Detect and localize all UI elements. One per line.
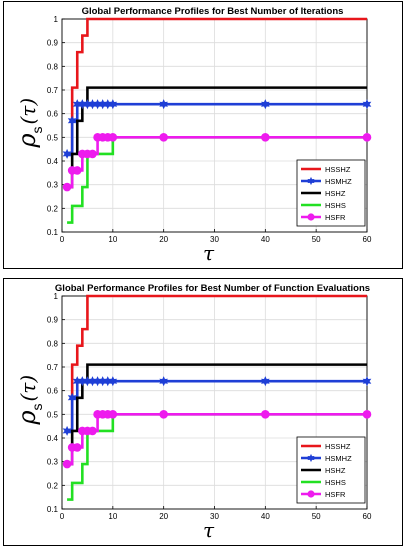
y-axis-label-argument: (τ) [16, 98, 40, 125]
data-point-hsmhz [67, 392, 77, 403]
y-axis-label-subscript: s [29, 127, 45, 134]
y-tick-label: 0.7 [47, 363, 59, 372]
data-point-hsfr [159, 133, 168, 142]
data-point-hsmhz [62, 148, 72, 159]
x-tick-label: 30 [210, 512, 219, 521]
y-axis-label: ρs (τ) [13, 98, 45, 149]
chart-panel-function-evaluations: Global Performance Profiles for Best Num… [3, 278, 403, 546]
legend-label-hshs: HSHS [325, 478, 346, 487]
x-tick-label: 30 [210, 235, 219, 244]
data-point-hsfr [72, 443, 82, 452]
legend-marker-hsfr [307, 490, 315, 498]
data-point-hsmhz [67, 115, 77, 126]
y-axis-label-argument: (τ) [16, 375, 40, 402]
data-point-hsfr [88, 149, 97, 159]
y-tick-label: 0.6 [47, 110, 59, 119]
data-point-hsfr [88, 426, 97, 436]
y-tick-label: 0.3 [47, 458, 59, 467]
legend-label-hshz: HSHZ [325, 466, 346, 475]
x-tick-label: 50 [312, 235, 321, 244]
data-point-hsmhz [362, 376, 372, 387]
x-axis-label: τ [203, 518, 215, 542]
y-tick-label: 0.8 [47, 339, 59, 348]
y-tick-label: 0.3 [47, 181, 59, 190]
x-tick-label: 0 [60, 512, 65, 521]
chart-iterations: Global Performance Profiles for Best Num… [13, 6, 372, 265]
data-point-hsmhz [260, 99, 270, 110]
y-tick-label: 0.1 [47, 505, 59, 514]
y-tick-label: 0.7 [47, 86, 59, 95]
y-tick-label: 0.4 [47, 434, 59, 443]
y-tick-label: 0.4 [47, 157, 59, 166]
data-point-hsmhz [159, 99, 169, 110]
legend-label-hsmhz: HSMHZ [325, 454, 352, 463]
data-point-hsmhz [362, 99, 372, 110]
x-tick-label: 40 [261, 235, 270, 244]
data-point-hsfr [108, 410, 118, 419]
data-point-hsmhz [108, 99, 118, 110]
data-point-hsfr [362, 133, 372, 142]
x-tick-label: 0 [60, 235, 65, 244]
x-tick-label: 60 [363, 235, 372, 244]
legend-marker-hsmhz [307, 176, 315, 186]
y-tick-label: 0.9 [47, 39, 59, 48]
y-tick-label: 0.6 [47, 387, 59, 396]
y-axis-label-symbol: ρ [13, 133, 41, 148]
y-tick-label: 1 [54, 15, 59, 24]
chart-title: Global Performance Profiles for Best Num… [55, 283, 370, 294]
legend-marker-hsfr [307, 213, 315, 221]
data-point-hsmhz [62, 425, 72, 436]
data-point-hsmhz [159, 376, 169, 387]
data-point-hsfr [362, 410, 372, 419]
y-tick-label: 0.2 [47, 204, 59, 213]
legend-label-hshz: HSHZ [325, 189, 346, 198]
data-point-hsfr [62, 182, 72, 192]
x-tick-label: 20 [159, 235, 168, 244]
data-point-hsfr [261, 410, 270, 419]
y-tick-label: 0.1 [47, 228, 59, 237]
legend-label-hsfr: HSFR [325, 490, 346, 499]
y-tick-label: 0.8 [47, 62, 59, 71]
data-point-hsfr [72, 166, 82, 175]
legend-label-hsshz: HSSHZ [325, 442, 351, 451]
x-tick-label: 50 [312, 512, 321, 521]
legend-label-hsshz: HSSHZ [325, 165, 351, 174]
x-tick-label: 10 [108, 512, 117, 521]
y-tick-label: 1 [54, 292, 59, 301]
chart-function-evaluations: Global Performance Profiles for Best Num… [13, 283, 372, 542]
data-point-hsmhz [108, 376, 118, 387]
x-tick-label: 60 [363, 512, 372, 521]
y-axis-label-symbol: ρ [13, 410, 41, 425]
y-tick-label: 0.2 [47, 481, 59, 490]
x-tick-label: 40 [261, 512, 270, 521]
legend-marker-hsmhz [307, 453, 315, 463]
y-tick-label: 0.5 [47, 410, 59, 419]
legend-label-hshs: HSHS [325, 201, 346, 210]
x-tick-label: 10 [108, 235, 117, 244]
y-tick-label: 0.9 [47, 316, 59, 325]
y-axis-label: ρs (τ) [13, 375, 45, 426]
chart-title: Global Performance Profiles for Best Num… [82, 6, 344, 17]
data-point-hsmhz [260, 376, 270, 387]
data-point-hsfr [62, 459, 72, 469]
data-point-hsfr [108, 133, 118, 142]
x-axis-label: τ [203, 241, 215, 265]
data-point-hsfr [261, 133, 270, 142]
legend-label-hsmhz: HSMHZ [325, 177, 352, 186]
chart-panel-iterations: Global Performance Profiles for Best Num… [3, 1, 403, 269]
x-tick-label: 20 [159, 512, 168, 521]
y-tick-label: 0.5 [47, 133, 59, 142]
legend-label-hsfr: HSFR [325, 213, 346, 222]
data-point-hsfr [159, 410, 168, 419]
y-axis-label-subscript: s [29, 404, 45, 411]
